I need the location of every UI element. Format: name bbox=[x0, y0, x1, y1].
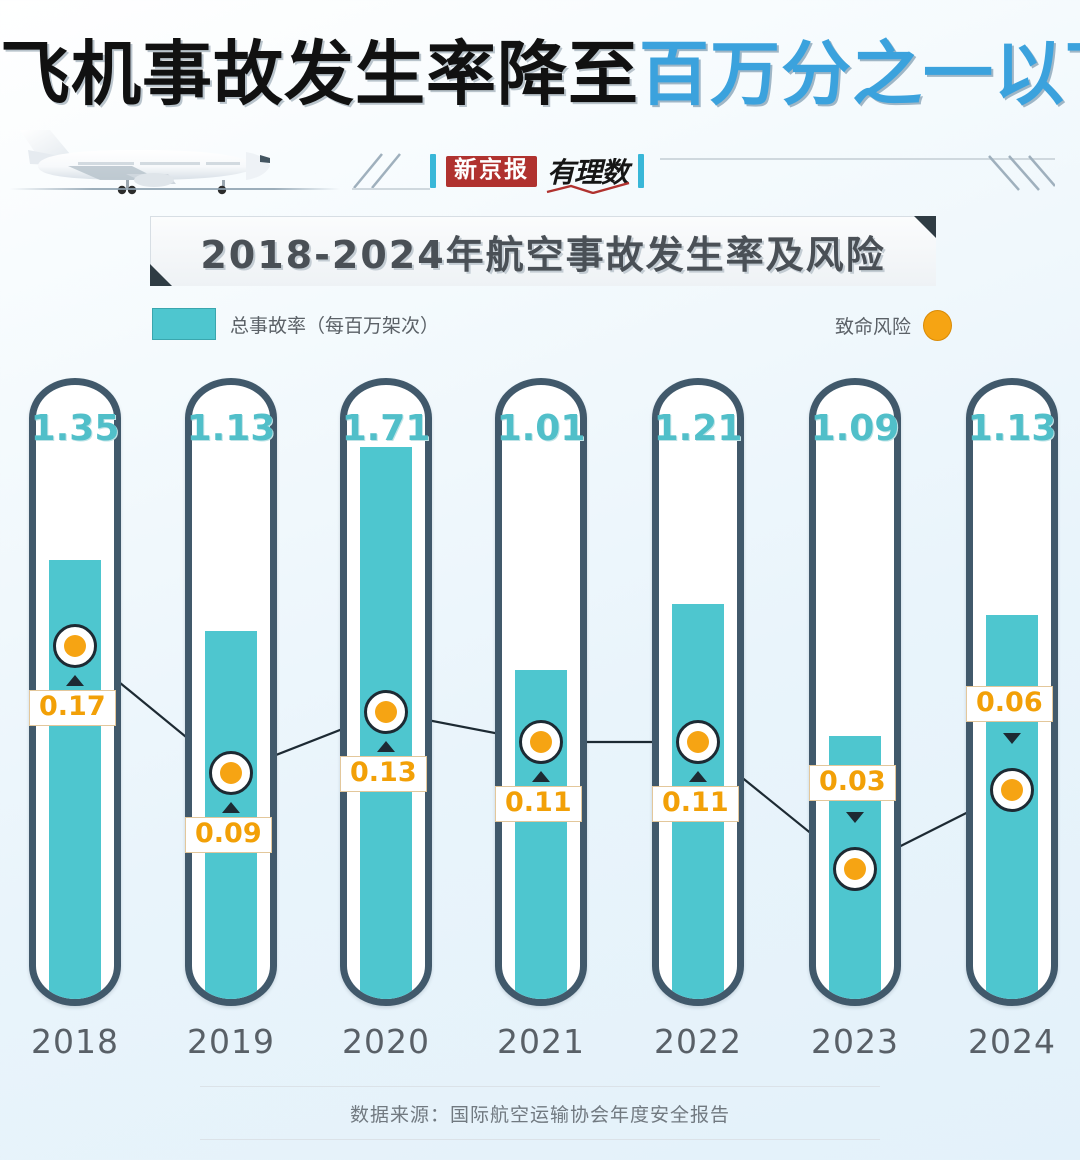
column-2021[interactable]: 1.01 bbox=[495, 378, 587, 1006]
marker-dot-icon bbox=[220, 762, 242, 784]
axis-label-2022: 2022 bbox=[654, 1022, 742, 1061]
axis-label-2019: 2019 bbox=[187, 1022, 275, 1061]
label-pointer-2023-icon bbox=[846, 812, 864, 823]
brand-name-box: 新京报 bbox=[446, 155, 537, 187]
bar-2019 bbox=[205, 631, 257, 999]
ground-line bbox=[10, 188, 340, 190]
column-inner bbox=[192, 385, 270, 999]
column-2019[interactable]: 1.13 bbox=[185, 378, 277, 1006]
column-2022[interactable]: 1.21 bbox=[652, 378, 744, 1006]
axis-label-2024: 2024 bbox=[968, 1022, 1056, 1061]
brand-logo: 新京报 有理数 bbox=[430, 148, 670, 194]
data-source-text: 数据来源：国际航空运输协会年度安全报告 bbox=[349, 1104, 730, 1126]
marker-dot-icon bbox=[844, 858, 866, 880]
bar-value-2019: 1.13 bbox=[186, 408, 276, 449]
axis-label-2020: 2020 bbox=[342, 1022, 430, 1061]
point-label-2023: 0.03 bbox=[809, 765, 896, 802]
footer: 数据来源：国际航空运输协会年度安全报告 bbox=[200, 1086, 880, 1140]
axis-label-2021: 2021 bbox=[497, 1022, 585, 1061]
page-title-main: 飞机事故发生率降至 bbox=[0, 33, 639, 115]
legend-item-fatality-risk: 致命风险 bbox=[835, 310, 952, 341]
brand-subname-text: 有理数 bbox=[547, 156, 629, 189]
column-2023[interactable]: 1.09 bbox=[809, 378, 901, 1006]
label-pointer-2019-icon bbox=[222, 802, 240, 813]
slash-decor-left-icon bbox=[352, 150, 422, 192]
divider-left bbox=[352, 188, 430, 190]
bar-value-2023: 1.09 bbox=[810, 408, 900, 449]
chart-subtitle: 2018-2024年航空事故发生率及风险 bbox=[200, 232, 886, 277]
label-pointer-2021-icon bbox=[532, 771, 550, 782]
label-pointer-2024-icon bbox=[1003, 733, 1021, 744]
label-pointer-2020-icon bbox=[377, 741, 395, 752]
airplane-illustration bbox=[8, 122, 338, 200]
marker-2018[interactable] bbox=[53, 624, 97, 668]
marker-2020[interactable] bbox=[364, 690, 408, 734]
chart-legend: 总事故率（每百万架次） 致命风险 bbox=[152, 308, 952, 342]
divider-right bbox=[660, 158, 1055, 160]
bar-value-2021: 1.01 bbox=[496, 408, 586, 449]
marker-dot-icon bbox=[530, 731, 552, 753]
point-label-2022: 0.11 bbox=[652, 786, 739, 823]
label-pointer-2018-icon bbox=[66, 675, 84, 686]
bar-value-2024: 1.13 bbox=[967, 408, 1057, 449]
column-shell bbox=[809, 378, 901, 1006]
brand-pipe-right-icon bbox=[638, 154, 645, 188]
marker-2024[interactable] bbox=[990, 768, 1034, 812]
bar-value-2020: 1.71 bbox=[341, 408, 431, 449]
marker-dot-icon bbox=[64, 635, 86, 657]
axis-label-2023: 2023 bbox=[811, 1022, 899, 1061]
legend-item-accident-rate: 总事故率（每百万架次） bbox=[152, 308, 439, 340]
page-title-highlight: 百万分之一以下 bbox=[639, 33, 1080, 115]
bar-value-2022: 1.21 bbox=[653, 408, 743, 449]
brand-swoosh-icon bbox=[546, 182, 630, 194]
marker-2022[interactable] bbox=[676, 720, 720, 764]
marker-2021[interactable] bbox=[519, 720, 563, 764]
legend-swatch-icon bbox=[152, 308, 216, 340]
column-inner bbox=[659, 385, 737, 999]
label-pointer-2022-icon bbox=[689, 771, 707, 782]
point-label-2019: 0.09 bbox=[185, 817, 272, 854]
legend-dot-icon bbox=[923, 310, 952, 341]
marker-dot-icon bbox=[1001, 779, 1023, 801]
point-label-2018: 0.17 bbox=[29, 690, 116, 727]
point-label-2024: 0.06 bbox=[966, 686, 1053, 723]
legend-label-accident-rate: 总事故率（每百万架次） bbox=[230, 315, 440, 337]
axis-label-2018: 2018 bbox=[31, 1022, 119, 1061]
chart-area: 1.35 0.17 1.13 0.09 1.71 0.13 1.01 0.11 bbox=[0, 360, 1080, 1060]
marker-dot-icon bbox=[687, 731, 709, 753]
point-label-2021: 0.11 bbox=[495, 786, 582, 823]
brand-pipe-left-icon bbox=[430, 154, 436, 188]
brand-subname: 有理数 bbox=[546, 151, 630, 194]
column-inner bbox=[502, 385, 580, 999]
marker-dot-icon bbox=[375, 701, 397, 723]
bar-value-2018: 1.35 bbox=[30, 408, 120, 449]
page-title: 飞机事故发生率降至百万分之一以下 bbox=[0, 32, 1080, 116]
legend-label-fatality-risk: 致命风险 bbox=[834, 317, 911, 338]
point-label-2020: 0.13 bbox=[340, 756, 427, 793]
column-inner bbox=[816, 385, 894, 999]
marker-2019[interactable] bbox=[209, 751, 253, 795]
marker-2023[interactable] bbox=[833, 847, 877, 891]
subtitle-banner bbox=[150, 216, 936, 286]
slash-decor-right-icon bbox=[985, 150, 1056, 192]
